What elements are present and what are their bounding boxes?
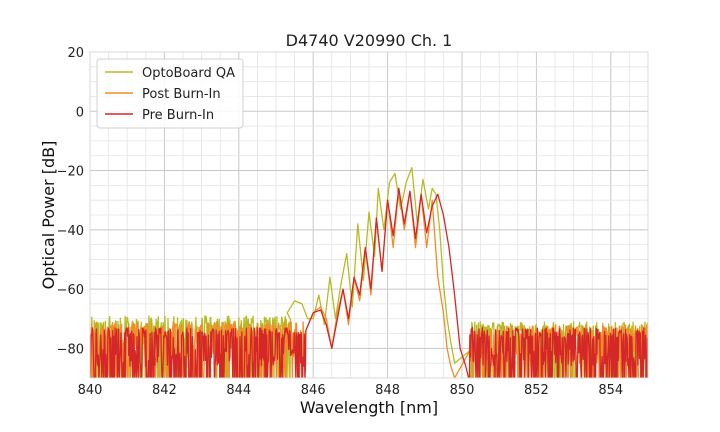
tick-labels: 840 842 844 846 848 850 852 854 20 0 −20 −40 −60 −80 [57,46,624,398]
x-tick-label: 848 [375,383,400,398]
y-tick-label: 0 [76,105,84,120]
legend: OptoBoard QA Post Burn-In Pre Burn-In [96,58,244,129]
y-tick-label: −80 [57,342,84,357]
chart-title: D4740 V20990 Ch. 1 [286,31,453,50]
legend-label: OptoBoard QA [142,66,235,81]
x-tick-label: 840 [78,383,103,398]
y-tick-label: −60 [57,283,84,298]
x-tick-label: 846 [301,383,326,398]
x-tick-label: 842 [152,383,177,398]
x-tick-label: 852 [524,383,549,398]
y-axis-label: Optical Power [dB] [39,141,58,290]
x-tick-label: 854 [598,383,623,398]
legend-label: Post Burn-In [142,87,221,102]
x-tick-label: 844 [226,383,251,398]
x-tick-label: 850 [450,383,475,398]
series-layer [89,51,649,379]
series-line [90,187,648,378]
y-tick-label: 20 [67,46,84,61]
x-axis-label: Wavelength [nm] [300,398,438,417]
legend-label: Pre Burn-In [142,108,214,123]
legend-box [96,58,244,129]
y-tick-label: −40 [57,224,84,239]
plot-frame [89,51,649,379]
series-line [90,187,648,378]
y-tick-label: −20 [57,165,84,180]
